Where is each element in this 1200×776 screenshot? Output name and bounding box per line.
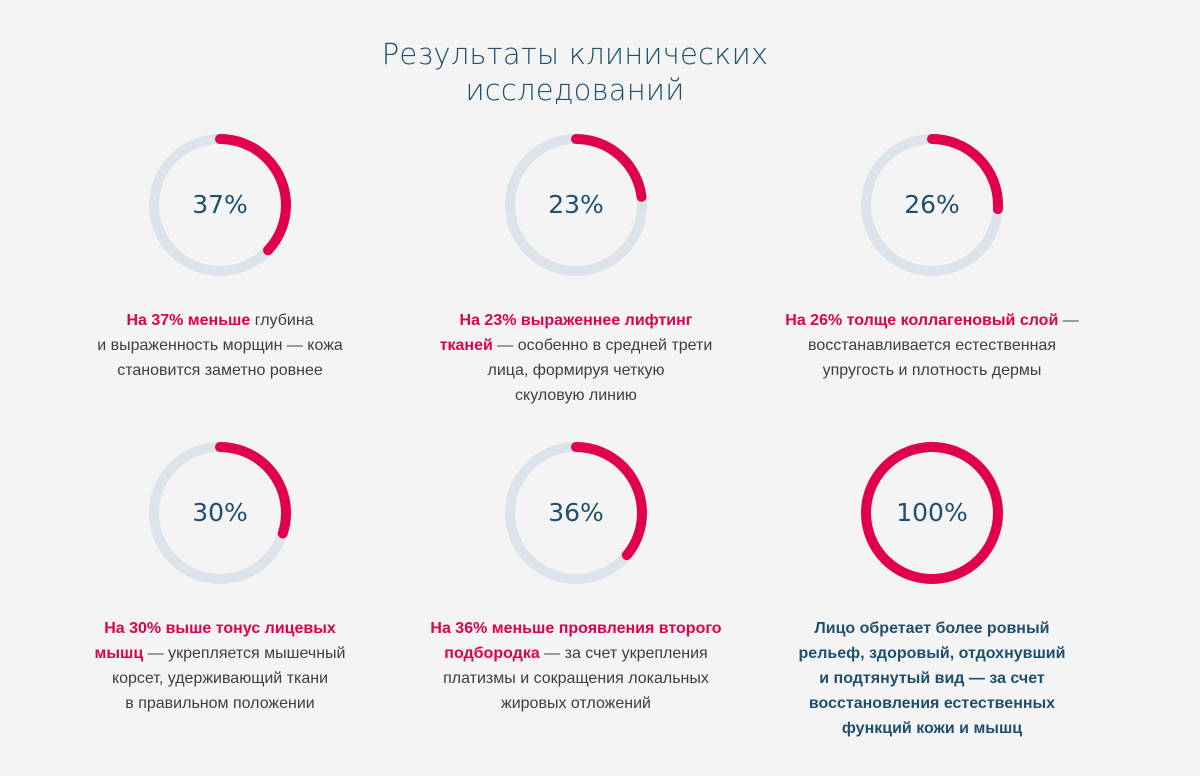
ring-progress-arc — [149, 442, 291, 584]
stat-description: На 37% меньше глубина и выраженность мор… — [60, 308, 380, 383]
stat-text: и подтянутый вид — за счет — [819, 670, 1045, 687]
page-title: Результаты клинических исследований — [0, 36, 1150, 108]
progress-ring: 100% — [859, 440, 1005, 586]
progress-ring-graphic — [149, 134, 291, 276]
progress-ring-graphic — [861, 442, 1003, 584]
progress-ring: 37% — [147, 132, 293, 278]
stat-description: Лицо обретает более ровный рельеф, здоро… — [772, 616, 1092, 741]
stat-highlight: тканей — [439, 337, 493, 354]
progress-ring: 36% — [503, 440, 649, 586]
stat-highlight: На 37% меньше — [126, 312, 251, 329]
stat-text: — за счет укрепления — [539, 645, 708, 662]
percent-value: 30% — [192, 498, 248, 527]
stat-text: функций кожи и мышц — [841, 720, 1023, 737]
stat-text: глубина — [250, 312, 314, 329]
stat-card-lifting: 23% На 23% выраженнее лифтинг тканей — о… — [416, 132, 736, 408]
stat-highlight: На 23% выраженнее лифтинг — [459, 312, 693, 329]
percent-value: 100% — [896, 498, 968, 527]
stat-description: На 26% толще коллагеновый слой — восстан… — [772, 308, 1092, 383]
stat-text: в правильном положении — [125, 695, 315, 712]
stat-card-double-chin: 36% На 36% меньше проявления второго под… — [416, 440, 736, 716]
stat-text: — — [1058, 312, 1079, 329]
ring-progress-arc — [505, 134, 647, 276]
stat-highlight: мышц — [94, 645, 144, 662]
stat-text: восстанавливается естественная — [808, 337, 1056, 354]
stat-text: платизмы и сокращения локальных — [443, 670, 709, 687]
stat-description: На 23% выраженнее лифтинг тканей — особе… — [416, 308, 736, 408]
ring-progress-arc — [861, 134, 1003, 276]
stat-text: упругость и плотность дермы — [822, 362, 1042, 379]
progress-ring-graphic — [505, 442, 647, 584]
stat-text: жировых отложений — [501, 695, 651, 712]
progress-ring-graphic — [861, 134, 1003, 276]
ring-progress-arc — [861, 442, 1003, 584]
stat-text: Лицо обретает более ровный — [814, 620, 1050, 637]
progress-ring-graphic — [505, 134, 647, 276]
page-title-line-1: Результаты клинических — [381, 37, 769, 71]
stat-text: восстановления естественных — [808, 695, 1056, 712]
stat-description: На 30% выше тонус лицевых мышц — укрепля… — [60, 616, 380, 716]
stat-text: — особенно в средней трети — [492, 337, 713, 354]
stat-card-collagen: 26% На 26% толще коллагеновый слой — вос… — [772, 132, 1092, 383]
percent-value: 36% — [548, 498, 604, 527]
stat-highlight: На 30% выше тонус лицевых — [104, 620, 336, 637]
stat-text: и выраженность морщин — кожа — [97, 337, 343, 354]
stat-card-overall: 100% Лицо обретает более ровный рельеф, … — [772, 440, 1092, 741]
stat-text: становится заметно ровнее — [117, 362, 323, 379]
percent-value: 23% — [548, 190, 604, 219]
stat-highlight: На 36% меньше проявления второго — [430, 620, 722, 637]
progress-ring: 23% — [503, 132, 649, 278]
page-title-line-2: исследований — [465, 73, 685, 107]
stat-highlight: На 26% толще коллагеновый слой — [785, 312, 1059, 329]
ring-progress-arc — [149, 134, 291, 276]
stat-text: — укрепляется мышечный — [143, 645, 346, 662]
stat-text: корсет, удерживающий ткани — [111, 670, 329, 687]
stat-description: На 36% меньше проявления второго подборо… — [416, 616, 736, 716]
stat-card-wrinkles: 37% На 37% меньше глубина и выраженность… — [60, 132, 380, 383]
percent-value: 37% — [192, 190, 248, 219]
stat-card-muscle-tone: 30% На 30% выше тонус лицевых мышц — укр… — [60, 440, 380, 716]
stat-text: скуловую линию — [515, 387, 637, 404]
progress-ring: 26% — [859, 132, 1005, 278]
progress-ring: 30% — [147, 440, 293, 586]
stat-text: лица, формируя четкую — [487, 362, 665, 379]
ring-progress-arc — [505, 442, 647, 584]
progress-ring-graphic — [149, 442, 291, 584]
stat-highlight: подбородка — [444, 645, 540, 662]
stat-text: рельеф, здоровый, отдохнувший — [798, 645, 1066, 662]
percent-value: 26% — [904, 190, 960, 219]
